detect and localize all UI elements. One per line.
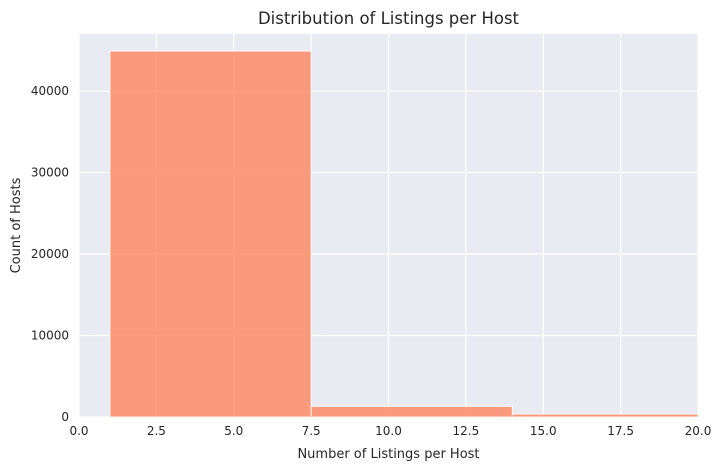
x-tick-labels: 0.0 2.5 5.0 7.5 10.0 12.5 15.0 17.5 20.0 [69, 424, 711, 438]
x-tick-label: 10.0 [375, 424, 402, 438]
x-tick-label: 15.0 [530, 424, 557, 438]
y-axis-label: Count of Hosts [9, 177, 24, 273]
y-tick-labels: 0 10000 20000 30000 40000 [31, 84, 69, 424]
histogram-bar [310, 405, 513, 418]
x-tick-label: 12.5 [453, 424, 480, 438]
x-tick-label: 17.5 [607, 424, 634, 438]
y-tick-label: 10000 [31, 329, 69, 343]
y-tick-label: 20000 [31, 247, 69, 261]
histogram-bars [109, 50, 699, 418]
histogram-bar [511, 413, 699, 418]
x-tick-label: 0.0 [69, 424, 88, 438]
y-tick-label: 0 [61, 410, 69, 424]
x-tick-label: 7.5 [302, 424, 321, 438]
y-tick-label: 40000 [31, 84, 69, 98]
y-tick-label: 30000 [31, 166, 69, 180]
histogram-bar [109, 50, 312, 418]
chart-title: Distribution of Listings per Host [258, 9, 520, 28]
x-tick-label: 2.5 [147, 424, 166, 438]
x-axis-label: Number of Listings per Host [297, 447, 479, 462]
x-tick-label: 5.0 [224, 424, 243, 438]
x-tick-label: 20.0 [685, 424, 712, 438]
